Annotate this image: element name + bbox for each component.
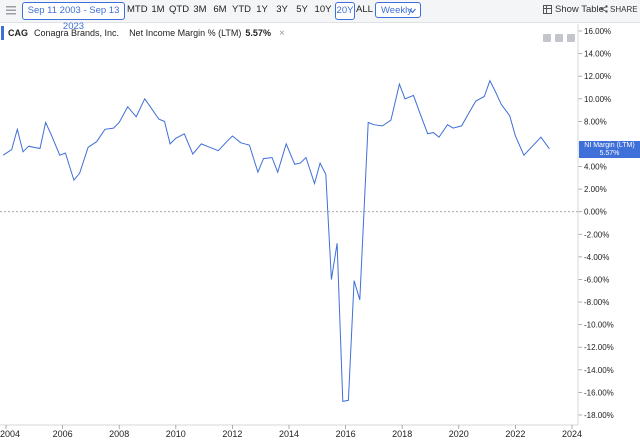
y-tick-label: -12.00% — [584, 343, 614, 352]
range-1m-button[interactable]: 1M — [151, 4, 165, 15]
y-tick-label: 0.00% — [584, 208, 607, 217]
y-tick-label: -10.00% — [584, 321, 614, 330]
y-tick-label: -4.00% — [584, 253, 609, 262]
y-tick-label: 4.00% — [584, 163, 607, 172]
x-tick-label: 2006 — [53, 429, 73, 439]
y-axis-ticks: 16.00%14.00%12.00%10.00%8.00%6.00%4.00%2… — [578, 27, 614, 420]
y-tick-label: -16.00% — [584, 388, 614, 397]
y-tick-label: 2.00% — [584, 185, 607, 194]
y-tick-label: 16.00% — [584, 27, 611, 36]
range-qtd-button[interactable]: QTD — [169, 4, 190, 15]
chart-toolbar: Sep 11 2003 - Sep 13 2023 MTD 1M QTD 3M … — [0, 0, 640, 32]
x-tick-label: 2016 — [336, 429, 356, 439]
legend-series: Net Income Margin % (LTM) — [129, 28, 242, 38]
x-tick-label: 2014 — [279, 429, 299, 439]
series-legend: CAG Conagra Brands, Inc. Net Income Margin… — [1, 26, 285, 40]
range-6m-button[interactable]: 6M — [213, 4, 227, 15]
x-tick-label: 2024 — [562, 429, 582, 439]
last-value-tag: NI Margin (LTM) 5.57% — [579, 141, 640, 158]
range-all-button[interactable]: ALL — [356, 4, 373, 15]
y-tick-label: 8.00% — [584, 117, 607, 126]
x-tick-label: 2020 — [449, 429, 469, 439]
range-1y-button[interactable]: 1Y — [256, 4, 268, 15]
x-tick-label: 2022 — [505, 429, 525, 439]
series-line-ni-margin — [2, 79, 550, 403]
x-tick-label: 2018 — [392, 429, 412, 439]
zoom-out-icon[interactable] — [555, 34, 563, 42]
share-icon — [600, 5, 608, 13]
x-tick-label: 2004 — [0, 429, 20, 439]
y-tick-label: -18.00% — [584, 411, 614, 420]
legend-company: Conagra Brands, Inc. — [34, 28, 120, 38]
last-value-label: NI Margin (LTM) — [584, 142, 635, 149]
frequency-value: Weekly — [381, 5, 412, 16]
legend-value: 5.57% — [245, 28, 271, 38]
y-tick-label: -6.00% — [584, 275, 609, 284]
zoom-in-icon[interactable] — [543, 34, 551, 42]
range-10y-button[interactable]: 10Y — [314, 4, 332, 15]
x-tick-label: 2012 — [222, 429, 242, 439]
range-3y-button[interactable]: 3Y — [276, 4, 288, 15]
x-tick-label: 2008 — [109, 429, 129, 439]
date-range-picker[interactable]: Sep 11 2003 - Sep 13 2023 — [22, 2, 125, 32]
y-tick-label: 12.00% — [584, 72, 611, 81]
legend-ticker: CAG — [8, 28, 28, 38]
x-tick-label: 2010 — [166, 429, 186, 439]
y-tick-label: -2.00% — [584, 230, 609, 239]
range-ytd-button[interactable]: YTD — [232, 4, 251, 15]
y-tick-label: -8.00% — [584, 298, 609, 307]
table-icon — [543, 5, 552, 14]
x-axis-ticks: 2004 2006 2008 2010 2012 2014 2016 2018 2020 2022… — [0, 425, 582, 439]
range-20y-button[interactable]: 20Y — [335, 2, 355, 20]
chart-menu-icon[interactable] — [5, 4, 17, 16]
chart-controls — [543, 29, 579, 47]
y-tick-label: 14.00% — [584, 50, 611, 59]
expand-icon[interactable] — [567, 34, 575, 42]
share-label: SHARE — [610, 5, 638, 14]
show-table-button[interactable]: Show Table — [543, 2, 604, 18]
y-tick-label: 10.00% — [584, 95, 611, 104]
last-value-number: 5.57% — [599, 150, 620, 157]
range-mtd-button[interactable]: MTD — [127, 4, 148, 15]
chevron-down-icon — [409, 8, 416, 14]
y-tick-label: -14.00% — [584, 366, 614, 375]
share-button[interactable]: SHARE — [600, 2, 638, 18]
show-table-label: Show Table — [555, 4, 604, 15]
frequency-select[interactable]: Weekly — [375, 2, 421, 18]
range-3m-button[interactable]: 3M — [193, 4, 207, 15]
range-5y-button[interactable]: 5Y — [296, 4, 308, 15]
close-icon[interactable]: × — [278, 28, 285, 39]
